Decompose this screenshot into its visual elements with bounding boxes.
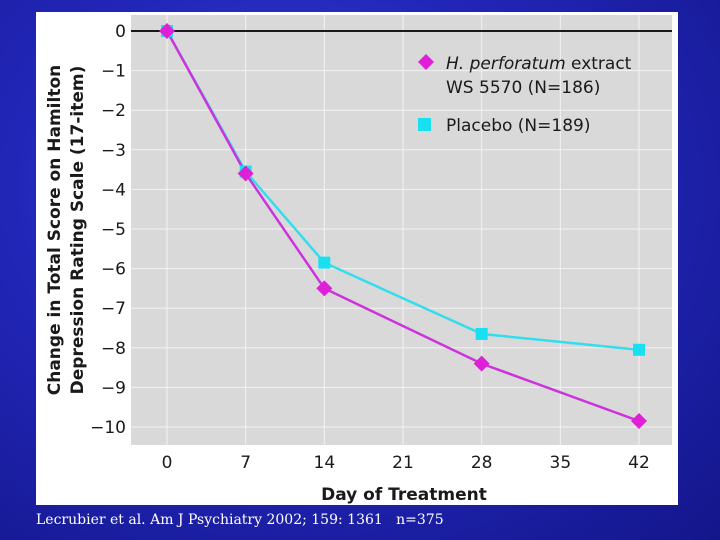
y-axis-label-line-2: Depression Rating Scale (17-item)	[68, 66, 88, 395]
y-tick-label: −10	[90, 418, 126, 438]
placebo-data-point	[475, 327, 488, 340]
y-tick-label: −6	[101, 260, 126, 280]
legend-marker-extract	[418, 54, 434, 70]
y-tick-label: −3	[101, 141, 126, 161]
x-tick-label: 7	[240, 453, 251, 473]
y-tick-label: −4	[101, 180, 126, 200]
y-axis-label-line-1: Change in Total Score on Hamilton	[45, 65, 65, 396]
extract-data-point	[237, 165, 254, 182]
legend-label-extract-line-2: WS 5570 (N=186)	[446, 78, 600, 98]
legend-label-extract-species: H. perforatum	[446, 54, 566, 74]
tick-labels: 0 7 14 21 28 35 42 0 −1 −2 −3 −4 −5 −6 −7 −8 −9 −10	[90, 22, 650, 473]
y-tick-label: −8	[101, 339, 126, 359]
series-layer	[159, 23, 647, 430]
legend-marker-placebo	[418, 118, 431, 131]
extract-data-point	[473, 355, 490, 372]
y-tick-label: −1	[101, 62, 126, 82]
x-tick-label: 21	[392, 453, 414, 473]
placebo-data-point	[318, 256, 331, 269]
plot-area	[131, 15, 672, 445]
extract-data-point	[631, 413, 647, 430]
x-tick-label: 35	[550, 453, 572, 473]
legend-label-extract-suffix: extract	[566, 54, 632, 74]
x-axis-label: Day of Treatment	[321, 485, 487, 505]
grid	[131, 15, 672, 445]
legend-label-placebo: Placebo (N=189)	[446, 116, 590, 136]
placebo-data-point	[633, 343, 645, 356]
legend: H. perforatum extract WS 5570 (N=186) Plac…	[418, 54, 632, 136]
x-tick-label: 0	[162, 453, 173, 473]
y-tick-label: −7	[101, 299, 126, 319]
x-tick-label: 42	[628, 453, 650, 473]
y-tick-label: 0	[115, 22, 126, 42]
citation: Lecrubier et al. Am J Psychiatry 2002; 1…	[36, 512, 444, 528]
legend-label-extract: H. perforatum extract	[446, 54, 632, 74]
extract-data-point	[316, 280, 333, 297]
extract-data-point	[159, 23, 175, 39]
y-tick-label: −2	[101, 101, 126, 121]
x-tick-label: 28	[471, 453, 493, 473]
y-tick-label: −5	[101, 220, 126, 240]
x-tick-label: 14	[314, 453, 336, 473]
y-tick-label: −9	[101, 378, 126, 398]
